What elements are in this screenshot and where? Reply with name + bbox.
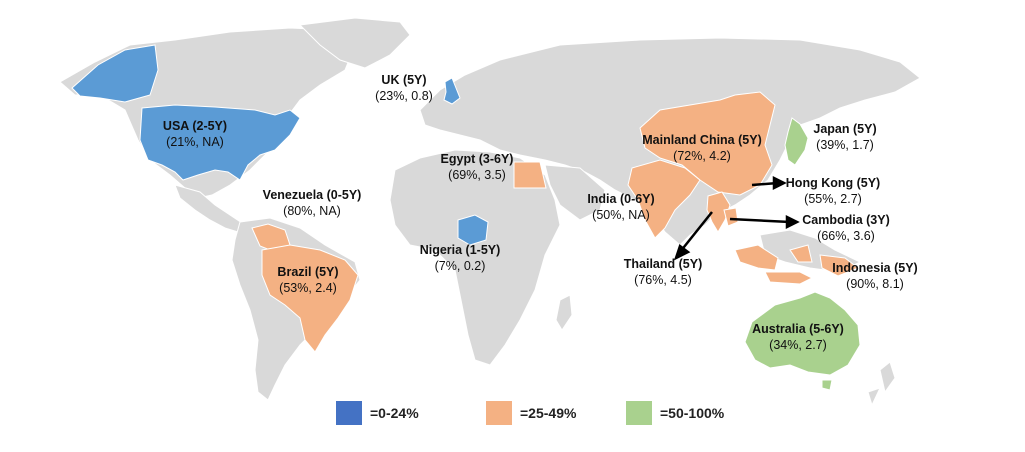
label-brazil: Brazil (5Y) (53%, 2.4): [277, 264, 338, 296]
usa-shape: [139, 104, 301, 181]
label-cambodia: Cambodia (3Y) (66%, 3.6): [802, 212, 890, 244]
label-hongkong-stats: (55%, 2.7): [804, 192, 862, 206]
label-brazil-name: Brazil (5Y): [277, 265, 339, 279]
legend-item-low: =0-24%: [336, 400, 419, 426]
label-australia: Australia (5-6Y) (34%, 2.7): [752, 321, 844, 353]
legend-label-low: =0-24%: [370, 405, 419, 421]
pointer-arrows: [673, 175, 800, 261]
label-india-stats: (50%, NA): [592, 208, 650, 222]
label-china-name: Mainland China (5Y): [642, 133, 762, 147]
brazil-shape: [261, 244, 359, 353]
label-egypt: Egypt (3-6Y) (69%, 3.5): [441, 151, 514, 183]
legend-label-mid: =25-49%: [520, 405, 577, 421]
legend-swatch-high: [626, 401, 652, 425]
australia-shape: [744, 291, 861, 376]
china-shape: [639, 91, 776, 196]
uk-shape: [443, 77, 461, 105]
label-indonesia-name: Indonesia (5Y): [832, 261, 918, 275]
label-uk-stats: (23%, 0.8): [375, 89, 433, 103]
label-japan-stats: (39%, 1.7): [816, 138, 874, 152]
label-usa-name: USA (2-5Y): [162, 119, 228, 133]
nigeria-shape: [457, 214, 489, 246]
label-cambodia-name: Cambodia (3Y): [802, 213, 890, 227]
legend-item-mid: =25-49%: [486, 400, 576, 426]
label-japan: Japan (5Y) (39%, 1.7): [813, 121, 876, 153]
label-uk-name: UK (5Y): [381, 73, 427, 87]
label-thailand: Thailand (5Y) (76%, 4.5): [624, 256, 702, 288]
label-india-name: India (0-6Y): [587, 192, 655, 206]
india-shape: [627, 159, 701, 239]
label-china: Mainland China (5Y) (72%, 4.2): [642, 132, 761, 164]
label-thailand-name: Thailand (5Y): [623, 257, 703, 271]
label-japan-name: Japan (5Y): [813, 122, 877, 136]
label-usa-stats: (21%, NA): [166, 135, 224, 149]
alaska-shape: [71, 44, 159, 103]
indonesia-shape: [734, 244, 860, 285]
label-nigeria-name: Nigeria (1-5Y): [419, 243, 501, 257]
label-egypt-stats: (69%, 3.5): [448, 168, 506, 182]
label-australia-name: Australia (5-6Y): [752, 322, 844, 336]
label-nigeria: Nigeria (1-5Y) (7%, 0.2): [420, 242, 501, 274]
japan-shape: [784, 117, 809, 166]
legend-swatch-mid: [486, 401, 512, 425]
legend-label-high: =50-100%: [660, 405, 725, 421]
egypt-shape: [513, 161, 547, 189]
label-usa: USA (2-5Y) (21%, NA): [163, 118, 227, 150]
label-indonesia: Indonesia (5Y) (90%, 8.1): [832, 260, 917, 292]
highlighted-countries: [71, 44, 861, 391]
label-hongkong-name: Hong Kong (5Y): [785, 176, 881, 190]
legend-item-high: =50-100%: [626, 400, 724, 426]
label-venezuela-stats: (80%, NA): [283, 204, 341, 218]
label-thailand-stats: (76%, 4.5): [634, 273, 692, 287]
label-egypt-name: Egypt (3-6Y): [440, 152, 514, 166]
label-brazil-stats: (53%, 2.4): [279, 281, 337, 295]
label-indonesia-stats: (90%, 8.1): [846, 277, 904, 291]
label-nigeria-stats: (7%, 0.2): [434, 259, 486, 273]
label-venezuela: Venezuela (0-5Y) (80%, NA): [263, 187, 362, 219]
tasmania-shape: [821, 379, 833, 391]
thailand-shape: [706, 191, 731, 233]
label-venezuela-name: Venezuela (0-5Y): [262, 188, 362, 202]
cambodia-shape: [723, 207, 739, 227]
label-australia-stats: (34%, 2.7): [769, 338, 827, 352]
legend-swatch-low: [336, 401, 362, 425]
label-uk: UK (5Y) (23%, 0.8): [375, 72, 433, 104]
label-china-stats: (72%, 4.2): [673, 149, 731, 163]
label-cambodia-stats: (66%, 3.6): [817, 229, 875, 243]
label-hongkong: Hong Kong (5Y) (55%, 2.7): [786, 175, 880, 207]
label-india: India (0-6Y) (50%, NA): [587, 191, 654, 223]
